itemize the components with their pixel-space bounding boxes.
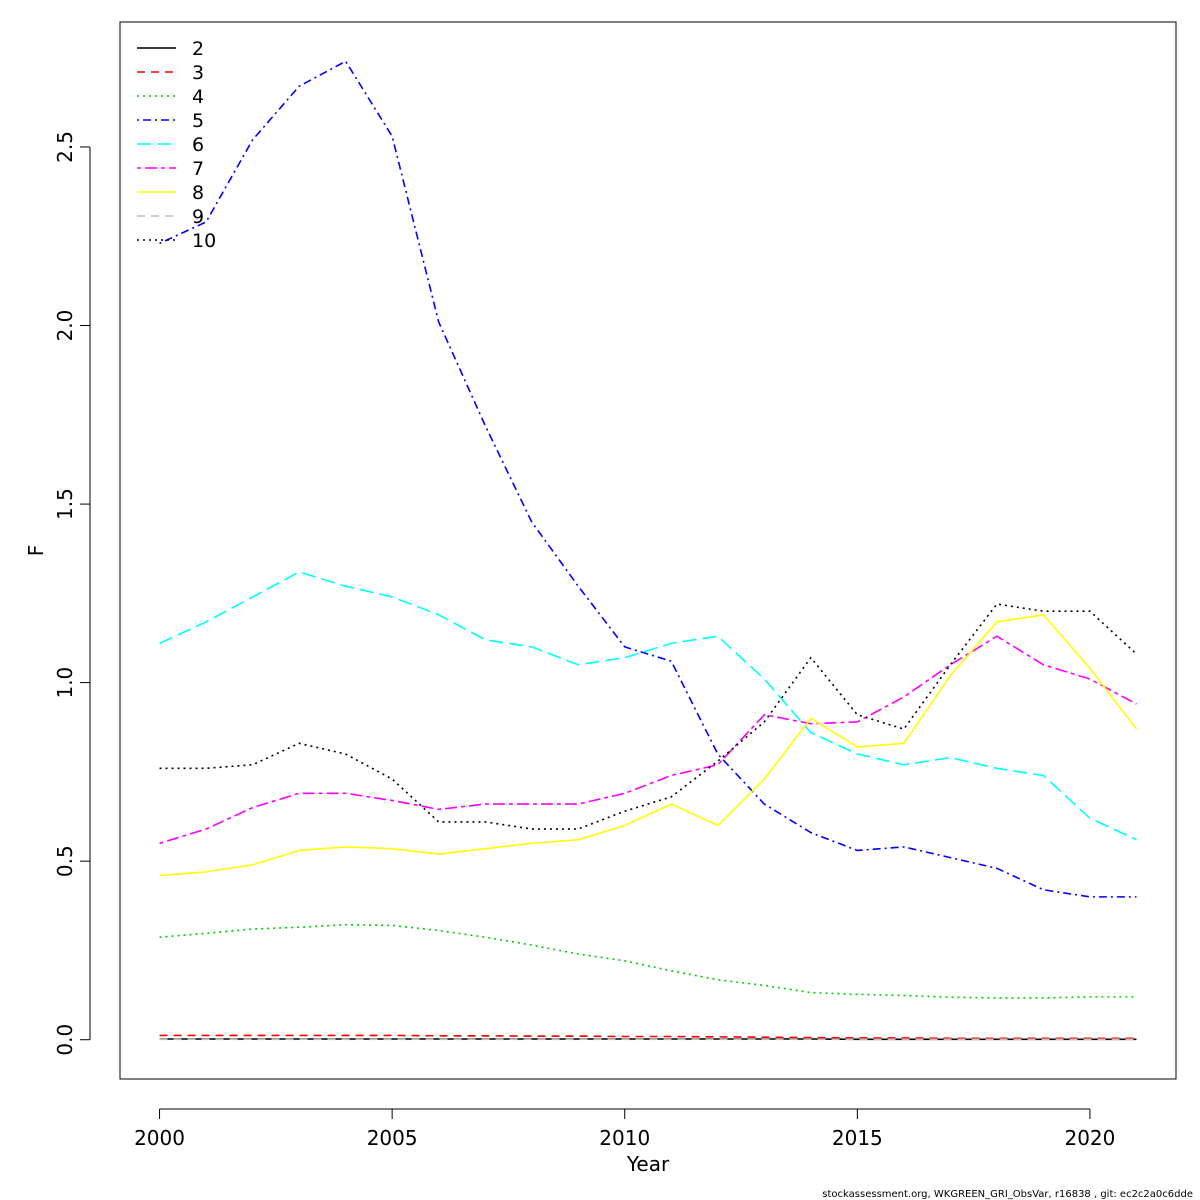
legend-item-3: 3 xyxy=(137,62,204,84)
x-tick-label: 2020 xyxy=(1064,1126,1115,1150)
x-tick-label: 2015 xyxy=(832,1126,883,1150)
legend-item-4: 4 xyxy=(137,86,204,108)
series-lines-layer xyxy=(159,60,1138,1041)
series-line-8 xyxy=(159,613,1138,877)
x-tick-label: 2000 xyxy=(134,1126,185,1150)
legend-label: 9 xyxy=(192,206,204,228)
y-tick-label: 2.0 xyxy=(53,310,77,342)
y-tick-label: 0.0 xyxy=(53,1024,77,1056)
y-tick-label: 2.5 xyxy=(53,131,77,163)
axes-layer: 2000 2005 2010 2015 2020 0.0 0.5 1.0 1.5 2.0 2.5 xyxy=(53,131,1115,1150)
series-line-3 xyxy=(159,1034,1137,1040)
legend-label: 5 xyxy=(192,110,204,132)
x-tick-label: 2010 xyxy=(599,1126,650,1150)
legend-label: 8 xyxy=(192,182,204,204)
x-tick-label: 2005 xyxy=(367,1126,418,1150)
y-tick-label: 0.5 xyxy=(53,845,77,877)
legend-item-7: 7 xyxy=(137,158,204,180)
legend-item-8: 8 xyxy=(137,182,204,204)
y-tick-label: 1.0 xyxy=(53,667,77,699)
plot-frame xyxy=(119,21,1177,1080)
series-line-7 xyxy=(159,635,1137,845)
footer-credit: stockassessment.org, WKGREEN_GRI_ObsVar,… xyxy=(822,1189,1193,1200)
series-line-6 xyxy=(159,571,1137,841)
series-line-10 xyxy=(159,603,1138,830)
series-line-5 xyxy=(159,60,1137,898)
y-axis-title: F xyxy=(24,545,48,557)
legend-label: 4 xyxy=(192,86,204,108)
y-tick-label: 1.5 xyxy=(53,488,77,520)
legend-item-6: 6 xyxy=(137,134,204,156)
legend-label: 6 xyxy=(192,134,204,156)
legend-item-5: 5 xyxy=(137,110,204,132)
legend-item-9: 9 xyxy=(137,206,204,228)
legend-item-2: 2 xyxy=(137,38,204,60)
x-axis-title: Year xyxy=(626,1152,670,1176)
legend-item-10: 10 xyxy=(137,230,216,252)
series-line-4 xyxy=(159,923,1137,999)
legend-label: 10 xyxy=(192,230,216,252)
legend-label: 2 xyxy=(192,38,204,60)
legend-label: 3 xyxy=(192,62,204,84)
legend-label: 7 xyxy=(192,158,204,180)
